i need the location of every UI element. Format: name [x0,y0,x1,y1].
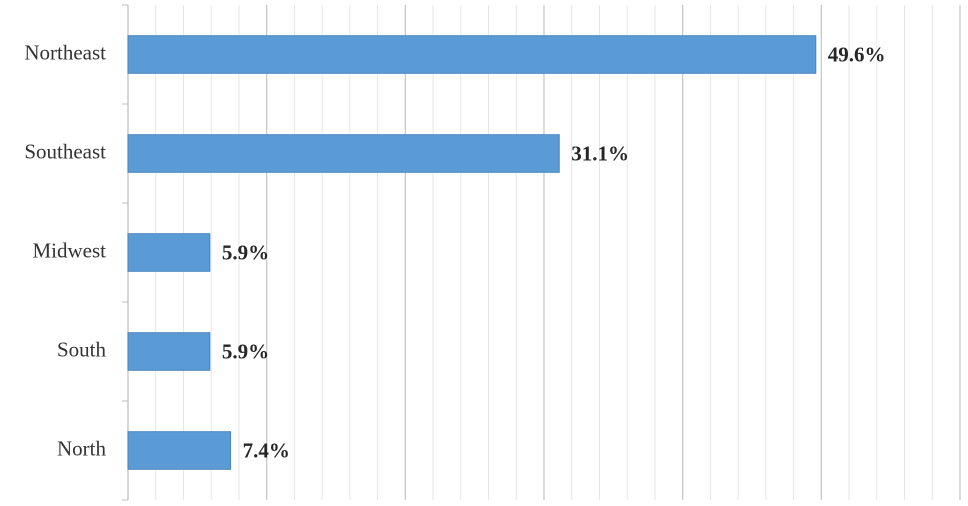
bar [127,332,211,371]
y-tick-label: Northeast [24,40,106,64]
y-tick-label: Southeast [24,139,106,163]
bar [127,134,560,173]
value-label: 5.9% [222,240,269,264]
bar [127,431,232,470]
value-label: 5.9% [222,339,269,363]
bar [127,233,211,272]
value-label: 49.6% [828,42,886,66]
value-label: 31.1% [571,141,629,165]
bar [127,35,817,74]
y-tick-label: North [57,436,106,460]
value-label: 7.4% [243,438,290,462]
y-tick-label: South [57,337,107,361]
y-tick-label: Midwest [33,238,107,262]
